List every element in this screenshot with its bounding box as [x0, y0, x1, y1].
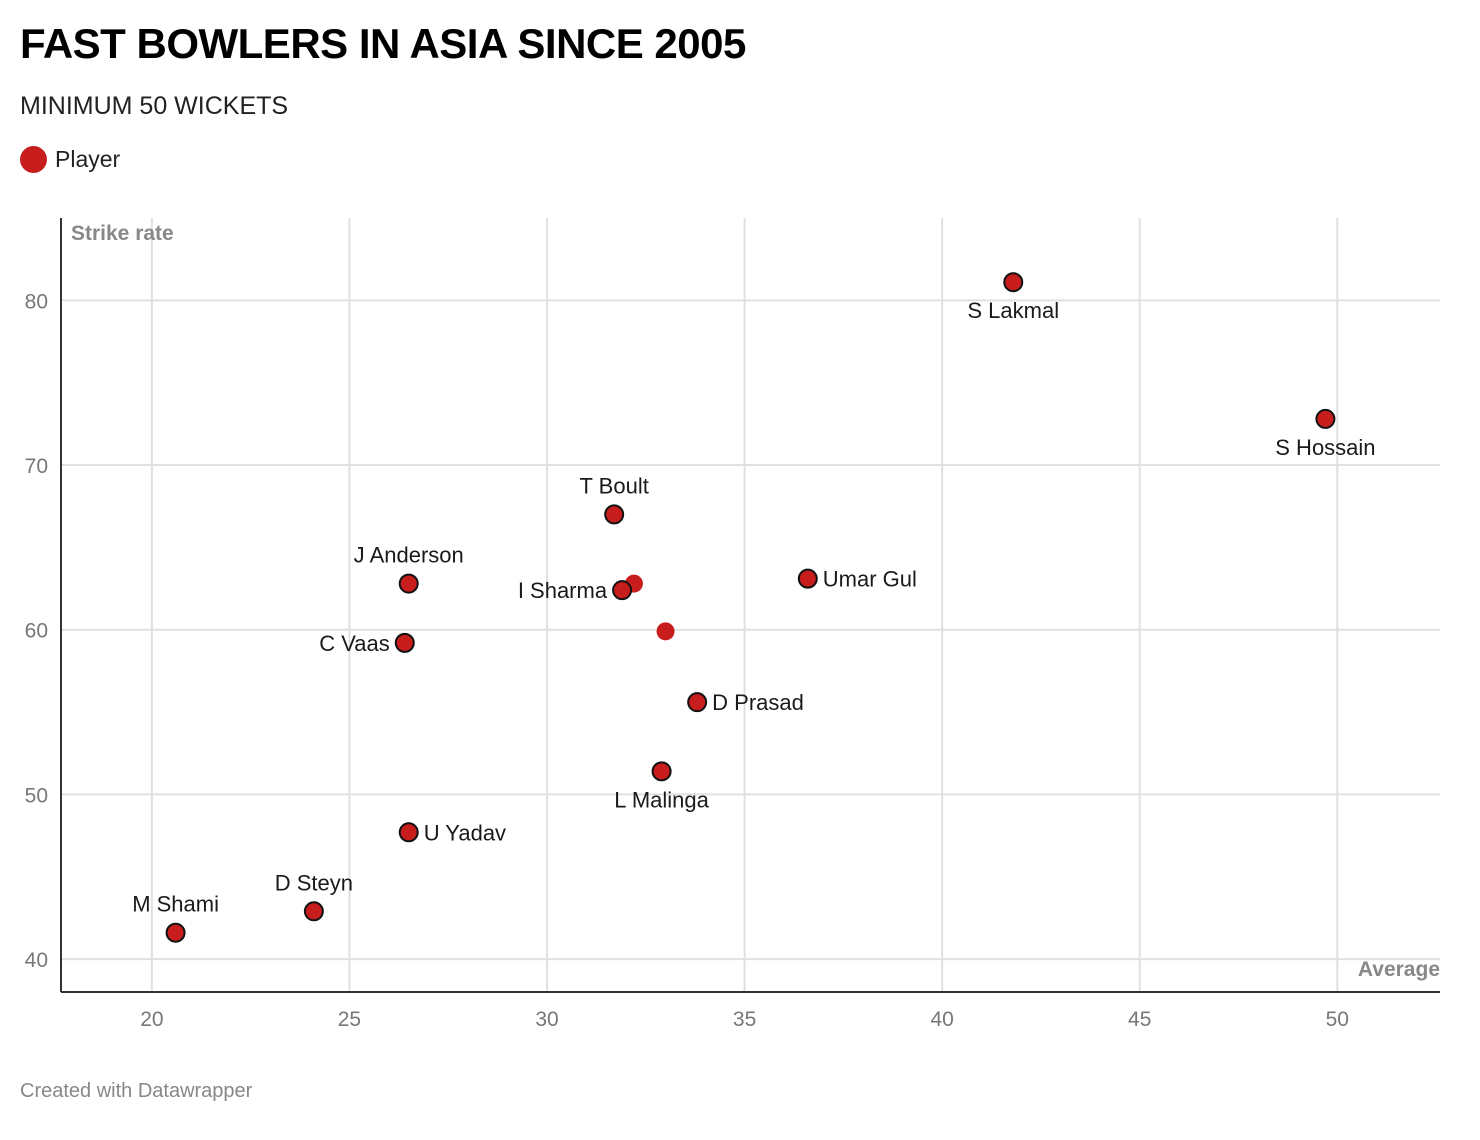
data-point [398, 573, 419, 594]
data-point [797, 568, 818, 589]
data-point [651, 761, 672, 782]
scatter-chart: 20 25 30 35 40 45 50 40 50 60 70 80 Strike rate Avera… [25, 218, 1440, 1031]
x-tick-label: 25 [338, 1008, 361, 1031]
x-tick-label: 20 [140, 1008, 163, 1031]
points: S Lakmal S Hossain T Boult J Anderson I Shar… [132, 272, 1376, 943]
point-label: J Anderson [354, 543, 464, 568]
axes: 20 25 30 35 40 45 50 40 50 60 70 80 Strike rate Avera… [25, 218, 1440, 1031]
y-tick-label: 40 [25, 949, 48, 972]
point-label: M Shami [132, 892, 219, 917]
point-label: Umar Gul [823, 567, 917, 592]
point-label: S Lakmal [967, 298, 1059, 323]
x-tick-label: 45 [1128, 1008, 1151, 1031]
point-label: C Vaas [319, 631, 390, 656]
grid [61, 218, 1440, 992]
x-axis-title: Average [1358, 958, 1440, 981]
x-tick-label: 50 [1326, 1008, 1349, 1031]
x-tick-label: 40 [930, 1008, 953, 1031]
footer-credit: Created with Datawrapper [20, 1080, 253, 1102]
data-point [303, 901, 324, 922]
x-tick-label: 35 [733, 1008, 756, 1031]
chart-subtitle: MINIMUM 50 WICKETS [20, 92, 289, 120]
legend-marker [20, 146, 47, 173]
point-label: I Sharma [518, 578, 608, 603]
data-point [687, 692, 708, 713]
data-point [656, 622, 675, 641]
y-tick-label: 50 [25, 784, 48, 807]
data-point [165, 922, 186, 943]
y-tick-label: 80 [25, 290, 48, 313]
legend: Player [20, 146, 120, 173]
point-label: L Malinga [614, 787, 709, 812]
legend-label: Player [55, 146, 121, 172]
y-tick-label: 60 [25, 620, 48, 643]
data-point [604, 504, 625, 525]
x-tick-label: 30 [535, 1008, 558, 1031]
chart-title: FAST BOWLERS IN ASIA SINCE 2005 [20, 20, 746, 67]
y-tick-label: 70 [25, 455, 48, 478]
point-label: D Prasad [712, 690, 804, 715]
point-label: T Boult [580, 473, 649, 498]
data-point [394, 632, 415, 653]
y-axis-title: Strike rate [71, 222, 174, 245]
point-label: S Hossain [1275, 435, 1375, 460]
point-label: U Yadav [424, 820, 506, 845]
data-point [612, 580, 633, 601]
data-point [398, 822, 419, 843]
data-point [1315, 408, 1336, 429]
point-label: D Steyn [275, 870, 353, 895]
data-point [1003, 272, 1024, 293]
